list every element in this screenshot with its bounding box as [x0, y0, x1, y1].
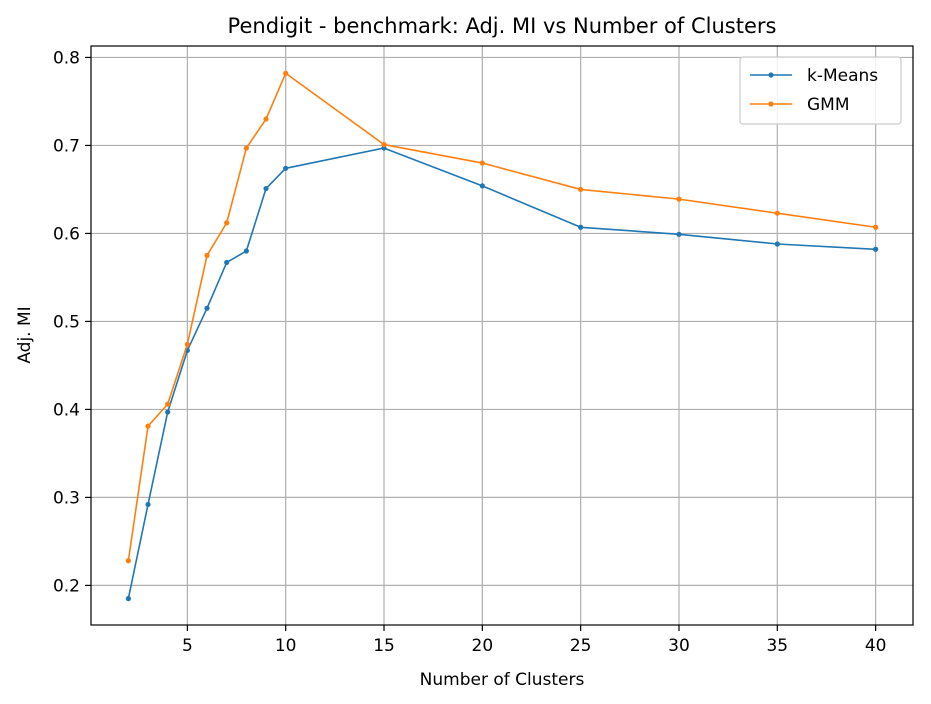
data-point	[165, 409, 171, 415]
x-tick-label: 10	[275, 636, 297, 656]
y-tick-label: 0.4	[53, 400, 80, 420]
data-point	[479, 160, 485, 166]
data-point	[165, 401, 171, 407]
data-point	[283, 70, 289, 76]
data-point	[676, 196, 682, 202]
data-point	[204, 252, 210, 259]
legend-label: k-Means	[807, 66, 878, 86]
data-point	[125, 596, 131, 602]
chart-title: Pendigit - benchmark: Adj. MI vs Number …	[228, 14, 777, 38]
y-axis-label: Adj. MI	[15, 306, 35, 363]
x-tick-label: 30	[668, 636, 690, 656]
legend-marker	[768, 72, 774, 78]
y-tick-label: 0.6	[53, 224, 80, 244]
legend: k-Means GMM	[739, 56, 902, 125]
x-tick-label: 35	[766, 636, 788, 656]
data-point	[125, 558, 131, 564]
data-point	[578, 224, 584, 230]
legend-label: GMM	[807, 95, 850, 115]
data-point	[873, 246, 879, 252]
data-point	[243, 145, 249, 151]
data-point	[224, 259, 230, 266]
x-tick-label: 20	[472, 636, 494, 656]
y-tick-label: 0.3	[53, 488, 80, 508]
data-point	[578, 186, 584, 193]
series-line-1	[127, 72, 876, 561]
series-line-0	[127, 147, 876, 599]
ticks: 5 10 15 20 25 30 35 40 0.2 0.3 0.4 0.5 0.6 0.7 0.8	[53, 48, 887, 656]
data-point	[283, 165, 289, 171]
y-tick-label: 0.7	[53, 136, 80, 156]
legend-box	[739, 56, 902, 125]
axes	[90, 45, 914, 626]
y-tick-label: 0.5	[53, 312, 80, 332]
y-tick-label: 0.8	[53, 48, 80, 68]
data-point	[774, 241, 780, 247]
data-point	[243, 248, 249, 254]
data-point	[873, 224, 879, 230]
legend-marker	[768, 101, 774, 107]
data-point	[676, 231, 682, 237]
x-tick-label: 15	[373, 636, 395, 656]
data-point	[263, 116, 269, 122]
x-tick-label: 25	[570, 636, 592, 656]
data-point	[204, 305, 210, 311]
series-layer	[125, 70, 879, 602]
data-point	[224, 220, 230, 226]
data-point	[381, 141, 387, 148]
plot-frame	[90, 45, 914, 626]
data-point	[774, 210, 780, 216]
data-point	[263, 185, 269, 192]
grid	[91, 46, 913, 625]
data-point	[479, 183, 485, 189]
data-point	[145, 501, 151, 508]
data-point	[184, 341, 190, 347]
data-point	[145, 423, 151, 429]
x-tick-label: 5	[182, 636, 193, 656]
x-tick-label: 40	[865, 636, 887, 656]
x-axis-label: Number of Clusters	[420, 670, 585, 690]
y-tick-label: 0.2	[53, 576, 80, 596]
